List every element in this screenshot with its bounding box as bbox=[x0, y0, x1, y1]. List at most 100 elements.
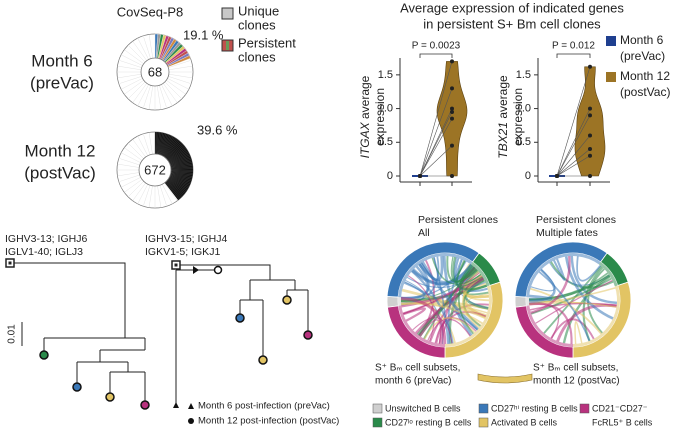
pie-divider bbox=[169, 176, 190, 188]
pie-divider bbox=[132, 182, 146, 201]
legend-swatch bbox=[606, 72, 616, 82]
pie-divider bbox=[127, 181, 144, 198]
pie-divider bbox=[167, 180, 184, 195]
legend-label: CD21⁻CD27⁻ bbox=[592, 403, 648, 413]
legend-label: FcRL5⁺ B cells bbox=[592, 417, 653, 427]
tree-node bbox=[303, 330, 313, 340]
pie-divider bbox=[160, 134, 168, 155]
y-tick-label: 0.5 bbox=[516, 136, 531, 148]
pie-divider bbox=[170, 162, 193, 167]
pie-divider bbox=[155, 132, 157, 155]
tree-node bbox=[258, 355, 268, 365]
y-tick-label: 0.5 bbox=[378, 136, 393, 148]
pie-divider bbox=[166, 143, 183, 159]
chord-link bbox=[415, 277, 485, 334]
pie-row-label: Month 6 bbox=[31, 51, 92, 70]
legend-label: (postVac) bbox=[620, 85, 670, 99]
pie-divider bbox=[137, 184, 148, 204]
tree-gene-label: IGLV1-40; IGLJ3 bbox=[5, 246, 83, 258]
chord-link bbox=[412, 317, 453, 344]
legend-swatch bbox=[221, 7, 234, 20]
data-point bbox=[450, 116, 454, 121]
pie-divider bbox=[132, 41, 147, 61]
chord-segment bbox=[386, 295, 399, 308]
pie-divider bbox=[148, 132, 153, 155]
data-point bbox=[418, 174, 422, 178]
pie-divider bbox=[166, 144, 184, 160]
chord-link bbox=[462, 270, 489, 299]
pie-divider bbox=[161, 84, 173, 106]
chord-segment-inner bbox=[398, 305, 445, 347]
y-axis-label: expression bbox=[373, 88, 387, 146]
pie-divider bbox=[164, 139, 179, 158]
chord-segment-inner bbox=[526, 305, 573, 347]
pie-divider bbox=[143, 35, 151, 59]
pie-divider bbox=[165, 142, 181, 159]
pie-divider bbox=[158, 132, 163, 155]
chord-segment-inner bbox=[526, 297, 530, 306]
chord-title: All bbox=[418, 227, 430, 239]
chord-link bbox=[562, 275, 611, 344]
pie-divider bbox=[170, 173, 193, 179]
chord-link bbox=[411, 270, 454, 344]
pie-divider bbox=[168, 65, 193, 71]
y-axis-label: expression bbox=[511, 88, 525, 146]
pie-divider bbox=[168, 178, 188, 190]
data-point bbox=[450, 109, 454, 114]
subset-label: S⁺ Bₘ cell subsets, bbox=[375, 363, 460, 374]
legend-label: Month 6 bbox=[620, 33, 664, 47]
chord-segment-inner bbox=[598, 261, 618, 287]
legend-label: Unswitched B cells bbox=[385, 403, 461, 413]
chord-link bbox=[433, 257, 449, 344]
pie-divider bbox=[168, 177, 189, 189]
pie-percent-label: 39.6 % bbox=[197, 122, 238, 137]
pie-hole bbox=[138, 153, 172, 187]
tree-node bbox=[39, 350, 49, 360]
transition-arrow bbox=[477, 373, 533, 384]
paired-line bbox=[556, 148, 591, 177]
legend-label: Month 12 bbox=[620, 69, 670, 83]
pie-divider bbox=[168, 60, 192, 68]
p-bracket bbox=[556, 53, 591, 58]
paired-line bbox=[556, 135, 591, 177]
pie-divider bbox=[137, 136, 148, 156]
chord-title: Persistent clones bbox=[536, 214, 616, 226]
pie-divider bbox=[162, 136, 174, 157]
pie-divider bbox=[170, 165, 193, 169]
chord-link bbox=[400, 297, 447, 345]
pie-divider bbox=[170, 157, 192, 166]
legend-label: (preVac) bbox=[620, 49, 665, 63]
pie-divider bbox=[158, 133, 165, 155]
pie-divider bbox=[118, 158, 140, 166]
chord-link bbox=[538, 271, 591, 342]
pie-divider bbox=[165, 181, 181, 199]
tree-node bbox=[72, 382, 82, 392]
pie-divider bbox=[121, 152, 141, 163]
pie-divider bbox=[168, 76, 192, 84]
tree-node bbox=[105, 392, 115, 402]
chord-link bbox=[455, 260, 476, 284]
legend-label: Activated B cells bbox=[491, 417, 558, 427]
pie-divider bbox=[148, 185, 153, 208]
expression-title: Average expression of indicated genes bbox=[400, 0, 624, 15]
pie-divider bbox=[167, 78, 189, 90]
legend-swatch bbox=[478, 417, 489, 428]
y-tick-label: 1.0 bbox=[378, 102, 393, 114]
chord-link bbox=[462, 279, 486, 327]
pie-divider bbox=[159, 133, 167, 155]
pie-divider bbox=[168, 149, 187, 162]
legend-swatch bbox=[606, 36, 616, 46]
chord-link bbox=[543, 265, 602, 334]
pie-row-label: (preVac) bbox=[30, 73, 94, 92]
chord-segment bbox=[514, 295, 527, 308]
legend-label: Persistent bbox=[238, 35, 296, 50]
pie-divider bbox=[156, 132, 160, 155]
scale-label: 0.01 bbox=[7, 324, 18, 344]
chord-link bbox=[553, 258, 566, 281]
pie-divider bbox=[170, 172, 193, 177]
tree-root-dot bbox=[8, 261, 12, 265]
data-point bbox=[450, 86, 454, 91]
pie-divider bbox=[163, 83, 178, 103]
pie-divider bbox=[143, 85, 151, 109]
pie-divider bbox=[118, 76, 142, 84]
